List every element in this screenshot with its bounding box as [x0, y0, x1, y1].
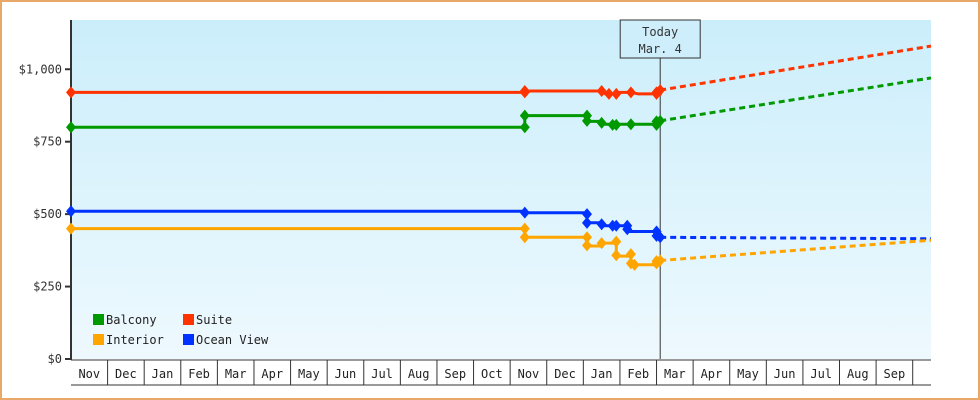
today-label-box [619, 19, 701, 59]
projection-line [660, 238, 932, 262]
legend-item-ocean-view[interactable]: Ocean View [183, 333, 269, 347]
series-balcony [66, 76, 932, 134]
x-axis: Nov Dec Jan Feb Mar Apr May Jun Jul Aug Sep Oct Nov D… [71, 359, 931, 386]
data-point-marker[interactable] [625, 86, 636, 99]
month-label: Nov [518, 367, 540, 381]
month-label: Aug [847, 367, 869, 381]
legend-label: Suite [196, 313, 232, 327]
y-tick-label: $500 [33, 207, 62, 221]
month-label: Feb [188, 367, 210, 381]
today-label: Today [642, 25, 678, 39]
month-label: Mar [664, 367, 686, 381]
data-point-marker[interactable] [519, 109, 530, 122]
y-axis: $0 $250 $500 $750 $1,000 [19, 20, 72, 366]
projection-line [659, 44, 932, 92]
plot-area [71, 20, 931, 359]
data-point-marker[interactable] [625, 118, 636, 131]
today-date: Mar. 4 [639, 42, 682, 56]
month-label: Jan [152, 367, 174, 381]
month-label: Jun [335, 367, 357, 381]
data-point-marker[interactable] [582, 231, 592, 244]
month-label: Sep [884, 367, 906, 381]
projection-line [659, 76, 932, 123]
data-point-marker[interactable] [611, 249, 622, 262]
legend-swatch [183, 314, 194, 325]
month-label: Sep [444, 367, 466, 381]
legend-swatch [183, 334, 194, 345]
data-point-marker[interactable] [582, 208, 592, 221]
series-ocean-view [66, 205, 932, 244]
projection-line [660, 235, 932, 241]
legend-item-balcony[interactable]: Balcony [93, 313, 157, 327]
data-point-marker[interactable] [611, 219, 622, 232]
month-label: Jul [810, 367, 832, 381]
series-interior [66, 222, 932, 271]
month-label: May [298, 367, 320, 381]
month-label: Apr [701, 367, 723, 381]
data-point-marker[interactable] [66, 205, 76, 218]
data-point-marker[interactable] [596, 218, 607, 231]
legend-label: Interior [106, 333, 164, 347]
legend-swatch [93, 334, 104, 345]
data-point-marker[interactable] [629, 258, 640, 271]
data-point-marker[interactable] [519, 231, 530, 244]
data-point-marker[interactable] [655, 84, 666, 97]
legend-label: Balcony [106, 313, 157, 327]
y-tick-label: $250 [33, 280, 62, 294]
legend-swatch [93, 314, 104, 325]
data-point-marker[interactable] [519, 206, 530, 219]
month-label: Jan [591, 367, 613, 381]
series-lines [66, 44, 932, 271]
data-point-marker[interactable] [596, 237, 607, 250]
month-label: Jun [774, 367, 796, 381]
today-marker: Today Mar. 4 [619, 19, 701, 359]
data-point-marker[interactable] [66, 121, 76, 134]
data-point-marker[interactable] [582, 216, 592, 229]
y-tick-label: $750 [33, 135, 62, 149]
data-point-marker[interactable] [603, 87, 614, 100]
month-label: Feb [627, 367, 649, 381]
data-point-marker[interactable] [519, 121, 530, 134]
y-tick-label: $1,000 [19, 62, 62, 76]
month-label: Apr [261, 367, 283, 381]
data-point-marker[interactable] [611, 87, 622, 100]
month-label: Dec [115, 367, 137, 381]
data-point-marker[interactable] [611, 235, 622, 248]
legend: Balcony Suite Interior Ocean View [93, 313, 269, 347]
y-tick-label: $0 [48, 352, 62, 366]
data-point-marker[interactable] [625, 248, 636, 261]
data-point-marker[interactable] [582, 239, 592, 252]
data-point-marker[interactable] [582, 114, 592, 127]
month-label: Mar [225, 367, 247, 381]
legend-item-interior[interactable]: Interior [93, 333, 164, 347]
data-point-marker[interactable] [655, 114, 666, 127]
data-point-marker[interactable] [66, 86, 76, 99]
data-point-marker[interactable] [611, 118, 622, 131]
month-label: Nov [78, 367, 100, 381]
data-point-marker[interactable] [622, 223, 633, 236]
legend-item-suite[interactable]: Suite [183, 313, 232, 327]
month-label: May [737, 367, 759, 381]
month-label: Oct [481, 367, 503, 381]
month-label: Dec [554, 367, 576, 381]
data-point-marker[interactable] [655, 254, 666, 267]
data-point-marker[interactable] [655, 231, 666, 244]
legend-label: Ocean View [196, 333, 269, 347]
data-point-marker[interactable] [596, 116, 607, 129]
data-point-marker[interactable] [66, 222, 76, 235]
month-label: Jul [371, 367, 393, 381]
data-point-marker[interactable] [519, 84, 530, 97]
data-point-marker[interactable] [519, 222, 530, 235]
series-suite [66, 44, 932, 100]
month-label: Aug [408, 367, 430, 381]
